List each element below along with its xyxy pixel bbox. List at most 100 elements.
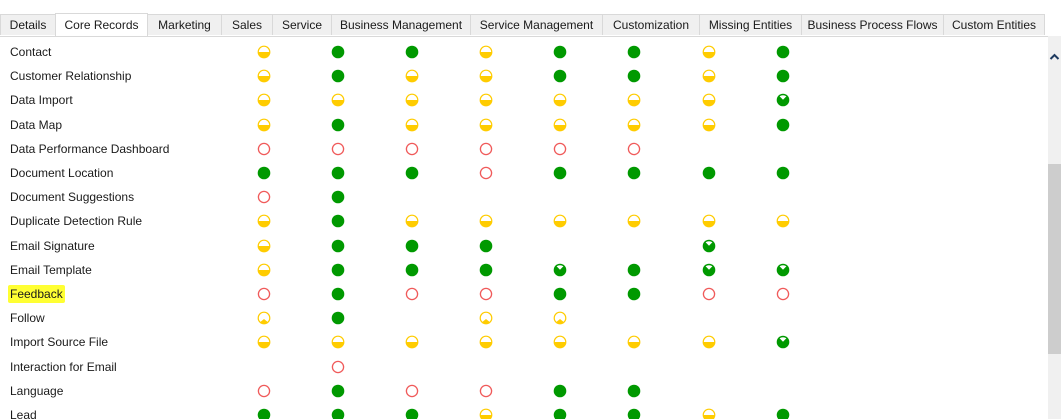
yellow-half-circle-icon — [702, 335, 716, 349]
green-full-circle-icon — [257, 166, 271, 180]
yellow-half-circle-icon — [405, 335, 419, 349]
table-row[interactable]: Document Location — [0, 161, 1046, 185]
table-row[interactable]: Duplicate Detection Rule — [0, 209, 1046, 233]
tab-service-management[interactable]: Service Management — [470, 14, 603, 35]
table-row[interactable]: Email Signature — [0, 234, 1046, 258]
red-empty-circle-icon — [257, 190, 271, 204]
green-full-circle-icon — [331, 45, 345, 59]
tab-sales[interactable]: Sales — [221, 14, 273, 35]
tab-customization[interactable]: Customization — [602, 14, 700, 35]
yellow-half-circle-icon — [331, 93, 345, 107]
tab-custom-entities[interactable]: Custom Entities — [943, 14, 1045, 35]
green-full-circle-icon — [331, 263, 345, 277]
green-full-circle-icon — [405, 263, 419, 277]
yellow-half-circle-icon — [553, 118, 567, 132]
core-records-grid: Contact Customer Relationship Data Import D… — [0, 37, 1046, 419]
table-row[interactable]: Document Suggestions — [0, 185, 1046, 209]
tab-missing-entities[interactable]: Missing Entities — [699, 14, 802, 35]
red-empty-circle-icon — [479, 166, 493, 180]
red-empty-circle-icon — [479, 142, 493, 156]
tab-service[interactable]: Service — [272, 14, 332, 35]
row-label: Interaction for Email — [10, 359, 117, 374]
yellow-half-circle-icon — [702, 69, 716, 83]
green-full-circle-icon — [627, 384, 641, 398]
red-empty-circle-icon — [627, 142, 641, 156]
green-full-circle-icon — [627, 45, 641, 59]
row-label: Email Signature — [10, 238, 95, 253]
green-full-circle-icon — [776, 166, 790, 180]
yellow-half-circle-icon — [627, 214, 641, 228]
table-row[interactable]: Follow — [0, 306, 1046, 330]
table-row[interactable]: Data Performance Dashboard — [0, 137, 1046, 161]
green-partial-circle-icon — [776, 93, 790, 107]
green-full-circle-icon — [776, 408, 790, 419]
table-row[interactable]: Contact — [0, 40, 1046, 64]
yellow-half-circle-icon — [405, 69, 419, 83]
row-label: Data Import — [10, 93, 73, 108]
table-row[interactable]: Data Map — [0, 113, 1046, 137]
row-label: Document Location — [10, 166, 114, 180]
green-partial-circle-icon — [553, 263, 567, 277]
yellow-half-circle-icon — [331, 335, 345, 349]
row-label: Contact — [10, 45, 52, 59]
green-partial-circle-icon — [702, 263, 716, 277]
vertical-scrollbar[interactable] — [1048, 36, 1061, 419]
green-full-circle-icon — [627, 69, 641, 83]
row-label: Lead — [10, 408, 37, 419]
yellow-half-circle-icon — [627, 118, 641, 132]
table-row[interactable]: Data Import — [0, 88, 1046, 112]
green-full-circle-icon — [331, 118, 345, 132]
green-full-circle-icon — [331, 69, 345, 83]
yellow-half-circle-icon — [479, 118, 493, 132]
green-partial-circle-icon — [776, 335, 790, 349]
table-row[interactable]: Interaction for Email — [0, 355, 1046, 379]
green-full-circle-icon — [257, 408, 271, 419]
green-full-circle-icon — [553, 384, 567, 398]
table-row[interactable]: Customer Relationship — [0, 64, 1046, 88]
green-full-circle-icon — [479, 239, 493, 253]
red-empty-circle-icon — [257, 142, 271, 156]
yellow-half-circle-icon — [257, 45, 271, 59]
green-partial-circle-icon — [702, 239, 716, 253]
tab-business-process-flows[interactable]: Business Process Flows — [801, 14, 944, 35]
table-row[interactable]: Lead — [0, 403, 1046, 419]
green-full-circle-icon — [627, 287, 641, 301]
red-empty-circle-icon — [257, 287, 271, 301]
green-full-circle-icon — [331, 166, 345, 180]
yellow-half-circle-icon — [405, 93, 419, 107]
red-empty-circle-icon — [405, 142, 419, 156]
green-full-circle-icon — [702, 166, 716, 180]
red-empty-circle-icon — [479, 384, 493, 398]
yellow-half-circle-icon — [405, 214, 419, 228]
yellow-half-circle-icon — [257, 263, 271, 277]
green-full-circle-icon — [331, 384, 345, 398]
table-row[interactable]: Language — [0, 379, 1046, 403]
row-label: Language — [10, 383, 64, 398]
yellow-half-circle-icon — [553, 93, 567, 107]
yellow-half-circle-icon — [257, 239, 271, 253]
table-row[interactable]: Import Source File — [0, 330, 1046, 354]
scrollbar-thumb[interactable] — [1048, 164, 1061, 354]
yellow-half-circle-icon — [257, 69, 271, 83]
yellow-quarter-circle-icon — [257, 311, 271, 325]
yellow-half-circle-icon — [257, 93, 271, 107]
tab-marketing[interactable]: Marketing — [147, 14, 222, 35]
tab-details[interactable]: Details — [0, 14, 56, 35]
row-label: Data Map — [10, 117, 63, 132]
chevron-up-icon[interactable] — [1048, 50, 1061, 64]
row-label: Import Source File — [10, 335, 109, 350]
yellow-half-circle-icon — [257, 214, 271, 228]
tab-business-management[interactable]: Business Management — [331, 14, 471, 35]
tab-core-records[interactable]: Core Records — [55, 13, 148, 36]
table-row[interactable]: Email Template — [0, 258, 1046, 282]
green-full-circle-icon — [331, 214, 345, 228]
green-full-circle-icon — [331, 190, 345, 204]
red-empty-circle-icon — [405, 384, 419, 398]
green-full-circle-icon — [479, 263, 493, 277]
yellow-half-circle-icon — [257, 118, 271, 132]
table-row[interactable]: Feedback — [0, 282, 1046, 306]
yellow-half-circle-icon — [479, 335, 493, 349]
green-full-circle-icon — [405, 239, 419, 253]
red-empty-circle-icon — [257, 384, 271, 398]
red-empty-circle-icon — [331, 142, 345, 156]
